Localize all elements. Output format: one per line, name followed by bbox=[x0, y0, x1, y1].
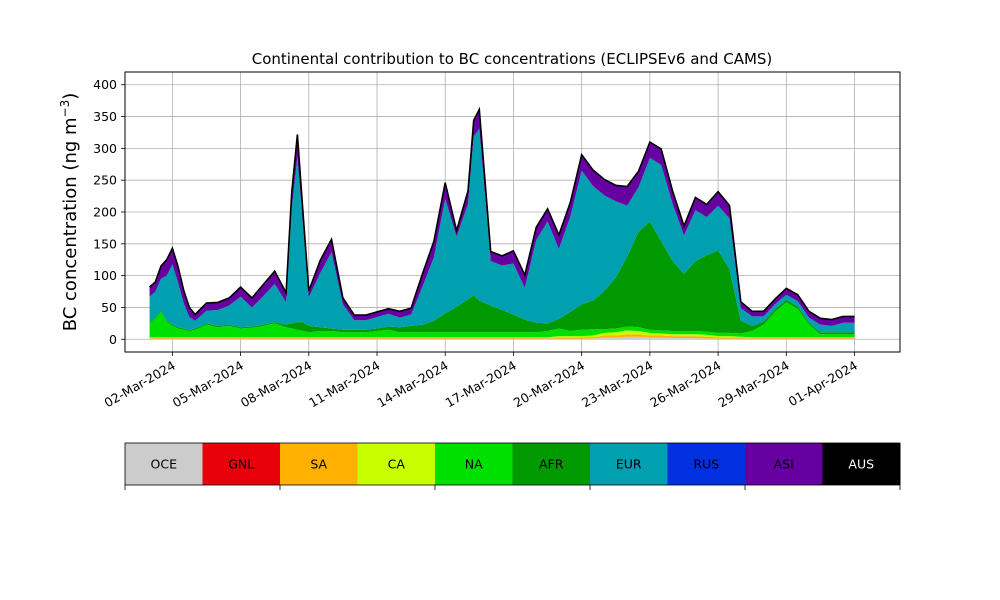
y-tick-label: 0 bbox=[109, 332, 117, 347]
legend-swatch-gnl bbox=[202, 443, 281, 485]
area-afr bbox=[149, 221, 855, 335]
legend-label-rus: RUS bbox=[693, 457, 719, 472]
x-tick-label: 20-Mar-2024 bbox=[511, 358, 587, 411]
x-tick-label: 23-Mar-2024 bbox=[579, 358, 655, 411]
legend-label-eur: EUR bbox=[616, 457, 642, 472]
legend-swatch-asi bbox=[745, 443, 823, 485]
legend-label-afr: AFR bbox=[539, 457, 564, 472]
total-line bbox=[149, 106, 855, 321]
area-eur bbox=[149, 128, 855, 333]
y-tick-label: 150 bbox=[93, 236, 117, 251]
x-tick-label: 02-Mar-2024 bbox=[101, 358, 177, 411]
y-axis-label-main: BC concentration (ng m bbox=[60, 117, 81, 331]
legend-swatch-afr bbox=[512, 443, 591, 485]
x-tick-label: 05-Mar-2024 bbox=[170, 358, 246, 411]
area-na bbox=[149, 302, 855, 338]
legend-label-na: NA bbox=[465, 457, 483, 472]
legend-label-aus: AUS bbox=[848, 457, 874, 472]
y-tick-label: 300 bbox=[93, 141, 117, 156]
legend: OCE GNL SA CA NA AFR EUR RUS ASI AUS bbox=[124, 442, 901, 490]
legend-swatch-aus bbox=[822, 443, 901, 485]
y-tick-label: 400 bbox=[93, 77, 117, 92]
area-sa bbox=[149, 334, 855, 339]
y-axis-label-close: ) bbox=[60, 93, 81, 100]
x-tick-label: 17-Mar-2024 bbox=[443, 358, 519, 411]
legend-swatch-sa bbox=[280, 443, 358, 485]
chart-title: Continental contribution to BC concentra… bbox=[252, 50, 773, 68]
legend-frame bbox=[124, 442, 901, 486]
y-axis-label: BC concentration (ng m−3) bbox=[58, 93, 81, 332]
x-tick-label: 29-Mar-2024 bbox=[715, 358, 791, 411]
y-axis-label-sup: −3 bbox=[58, 100, 72, 118]
y-tick-label: 350 bbox=[93, 109, 117, 124]
legend-label-gnl: GNL bbox=[228, 457, 254, 472]
legend-swatch-eur bbox=[590, 443, 668, 485]
x-axis-ticks: 02-Mar-202405-Mar-202408-Mar-202411-Mar-… bbox=[101, 352, 860, 410]
stacked-areas bbox=[149, 109, 855, 340]
legend-label-sa: SA bbox=[310, 457, 327, 472]
x-tick-label: 11-Mar-2024 bbox=[306, 358, 382, 411]
legend-label-oce: OCE bbox=[151, 457, 178, 472]
y-tick-label: 250 bbox=[93, 173, 117, 188]
y-axis-ticks: 0 50 100 150 200 250 300 350 400 bbox=[93, 77, 125, 347]
total-line-group bbox=[149, 106, 855, 321]
x-tick-label: 08-Mar-2024 bbox=[238, 358, 314, 411]
legend-swatch-rus bbox=[667, 443, 746, 485]
x-tick-label: 26-Mar-2024 bbox=[647, 358, 723, 411]
area-oce bbox=[149, 336, 855, 340]
y-tick-label: 50 bbox=[101, 300, 117, 315]
x-tick-label: 14-Mar-2024 bbox=[374, 358, 450, 411]
x-tick-label: 01-Apr-2024 bbox=[786, 358, 860, 410]
y-tick-label: 100 bbox=[93, 268, 117, 283]
legend-swatch-na bbox=[435, 443, 513, 485]
area-ca bbox=[149, 330, 855, 338]
legend-swatch-oce bbox=[125, 443, 203, 485]
legend-label-asi: ASI bbox=[774, 457, 794, 472]
legend-swatch-ca bbox=[357, 443, 436, 485]
legend-label-ca: CA bbox=[388, 457, 406, 472]
y-tick-label: 200 bbox=[93, 205, 117, 220]
